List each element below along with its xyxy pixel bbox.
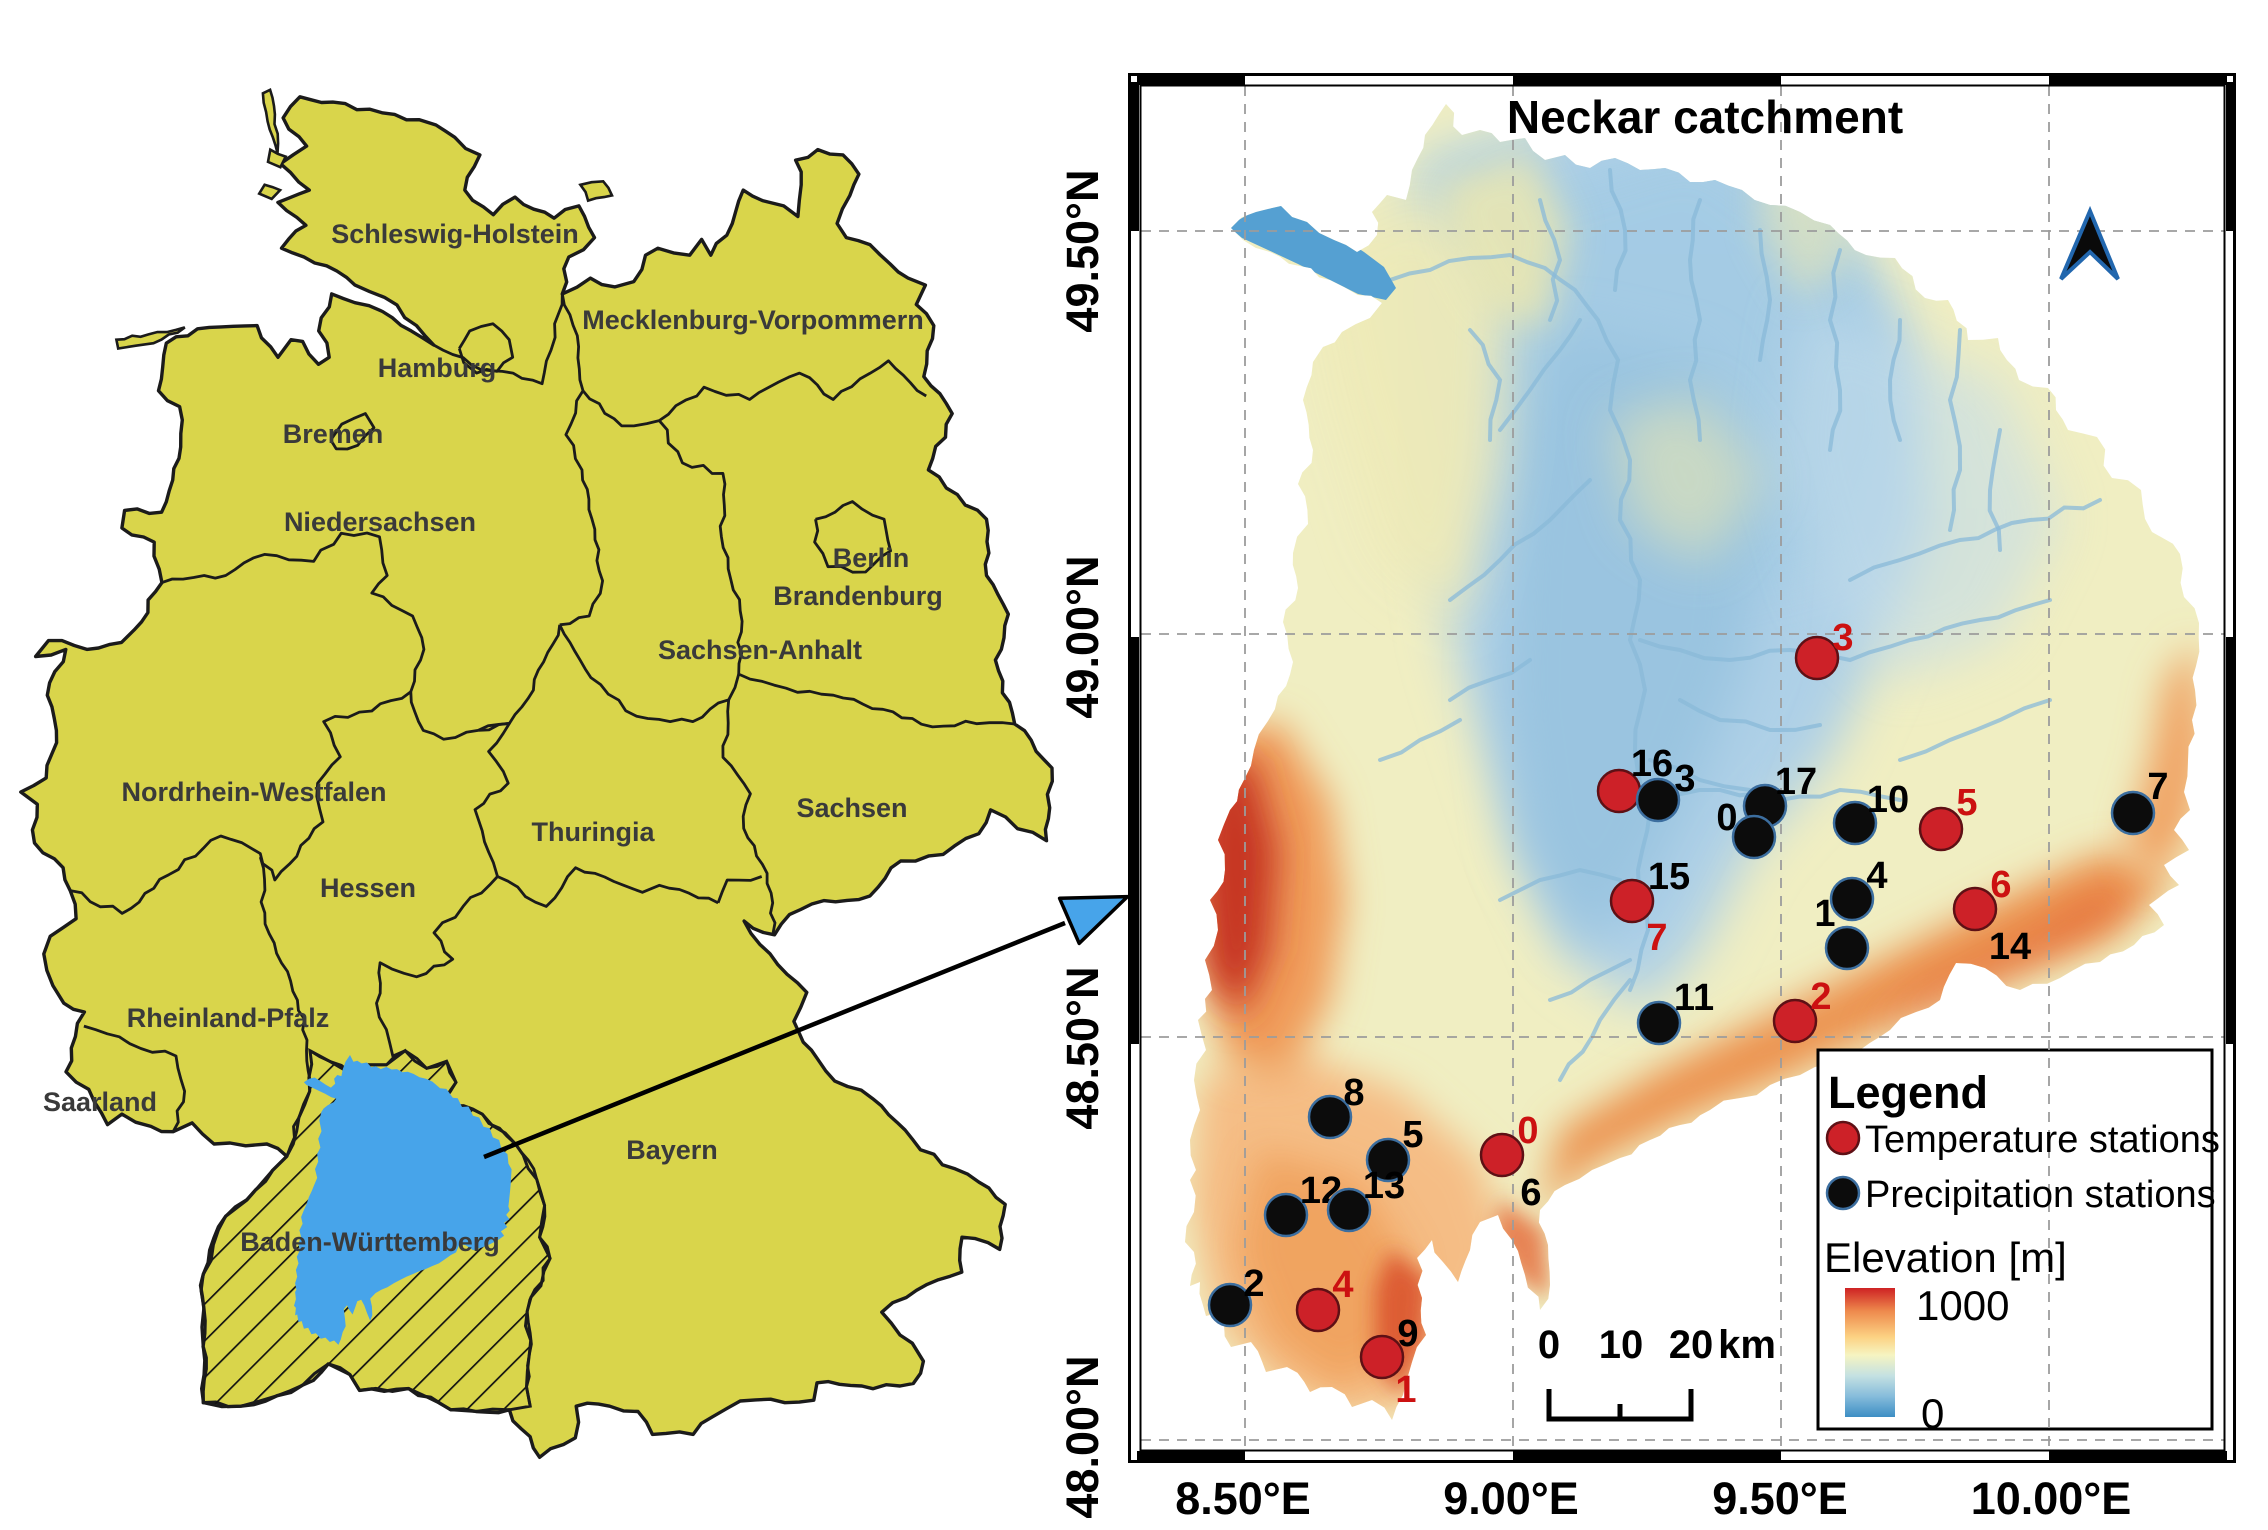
svg-text:3: 3	[1832, 617, 1853, 659]
svg-text:9.00°E: 9.00°E	[1443, 1473, 1579, 1524]
svg-text:6: 6	[1520, 1172, 1541, 1214]
svg-text:1: 1	[1395, 1369, 1416, 1411]
svg-text:Bremen: Bremen	[283, 419, 384, 449]
svg-text:Schleswig-Holstein: Schleswig-Holstein	[331, 219, 579, 249]
svg-text:1: 1	[1814, 893, 1835, 935]
svg-text:Thuringia: Thuringia	[532, 817, 656, 847]
svg-text:0: 0	[1921, 1390, 1944, 1437]
svg-text:Legend: Legend	[1828, 1067, 1988, 1118]
svg-text:48.00°N: 48.00°N	[1057, 1355, 1108, 1518]
svg-text:Sachsen: Sachsen	[796, 793, 907, 823]
svg-text:8.50°E: 8.50°E	[1175, 1473, 1311, 1524]
svg-text:2: 2	[1810, 976, 1831, 1018]
svg-text:7: 7	[2147, 766, 2168, 808]
svg-text:3: 3	[1674, 758, 1695, 800]
svg-text:km: km	[1718, 1323, 1776, 1367]
svg-text:5: 5	[1402, 1114, 1423, 1156]
svg-text:Sachsen-Anhalt: Sachsen-Anhalt	[658, 635, 862, 665]
svg-text:10: 10	[1867, 779, 1909, 821]
svg-text:11: 11	[1674, 977, 1714, 1019]
svg-text:9: 9	[1397, 1313, 1418, 1355]
svg-text:Bayern: Bayern	[626, 1135, 718, 1165]
svg-text:Temperature stations: Temperature stations	[1865, 1119, 2220, 1161]
svg-text:0: 0	[1517, 1110, 1538, 1152]
svg-text:13: 13	[1363, 1165, 1405, 1207]
svg-text:Hamburg: Hamburg	[378, 353, 497, 383]
svg-text:16: 16	[1631, 743, 1673, 785]
svg-text:Mecklenburg-Vorpommern: Mecklenburg-Vorpommern	[582, 305, 924, 335]
svg-text:4: 4	[1332, 1264, 1353, 1306]
svg-text:48.50°N: 48.50°N	[1057, 966, 1108, 1129]
svg-text:Niedersachsen: Niedersachsen	[284, 507, 476, 537]
svg-text:10: 10	[1599, 1323, 1644, 1367]
svg-text:10.00°E: 10.00°E	[1971, 1473, 2132, 1524]
svg-text:Brandenburg: Brandenburg	[773, 581, 943, 611]
svg-text:Saarland: Saarland	[43, 1087, 157, 1117]
svg-text:5: 5	[1956, 782, 1977, 824]
svg-text:15: 15	[1648, 856, 1690, 898]
svg-text:0: 0	[1716, 797, 1737, 839]
svg-text:Hessen: Hessen	[320, 873, 416, 903]
svg-text:9.50°E: 9.50°E	[1712, 1473, 1848, 1524]
svg-text:Elevation [m]: Elevation [m]	[1824, 1234, 2067, 1281]
svg-text:20: 20	[1669, 1323, 1714, 1367]
svg-text:Nordrhein-Westfalen: Nordrhein-Westfalen	[121, 777, 386, 807]
svg-text:Berlin: Berlin	[833, 543, 910, 573]
svg-text:Precipitation stations: Precipitation stations	[1865, 1174, 2216, 1216]
svg-text:4: 4	[1866, 855, 1887, 897]
svg-text:7: 7	[1646, 917, 1667, 959]
svg-text:49.00°N: 49.00°N	[1057, 555, 1108, 718]
svg-text:8: 8	[1343, 1072, 1364, 1114]
svg-text:1000: 1000	[1916, 1282, 2009, 1329]
svg-text:2: 2	[1243, 1263, 1264, 1305]
svg-text:17: 17	[1775, 761, 1817, 803]
svg-text:0: 0	[1538, 1323, 1560, 1367]
svg-text:Neckar catchment: Neckar catchment	[1507, 91, 1903, 143]
svg-text:14: 14	[1989, 926, 2031, 968]
svg-text:Rheinland-Pfalz: Rheinland-Pfalz	[127, 1003, 330, 1033]
svg-text:Baden-Württemberg: Baden-Württemberg	[240, 1227, 500, 1257]
svg-text:49.50°N: 49.50°N	[1057, 169, 1108, 332]
svg-text:6: 6	[1990, 864, 2011, 906]
